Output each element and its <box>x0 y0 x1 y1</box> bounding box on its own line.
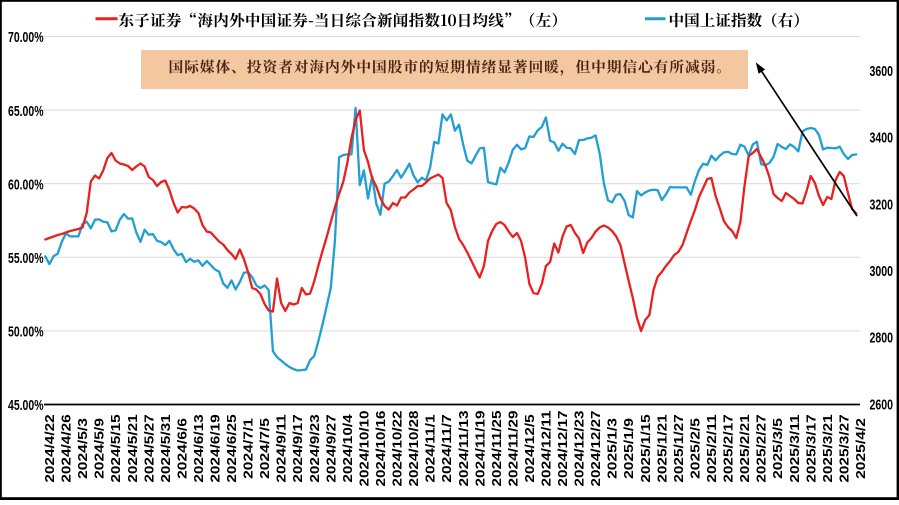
svg-text:2025/4/2: 2025/4/2 <box>853 418 868 479</box>
svg-text:2024/4/22: 2024/4/22 <box>42 414 57 482</box>
svg-text:2025/2/5: 2025/2/5 <box>688 418 703 479</box>
svg-text:2024/5/31: 2024/5/31 <box>158 414 173 482</box>
svg-text:2024/6/13: 2024/6/13 <box>191 414 206 482</box>
svg-text:2024/10/28: 2024/10/28 <box>406 411 421 487</box>
svg-text:3600: 3600 <box>870 64 894 80</box>
svg-text:2025/1/27: 2025/1/27 <box>671 414 686 482</box>
svg-text:2024/11/25: 2024/11/25 <box>489 411 504 487</box>
svg-text:2024/11/13: 2024/11/13 <box>456 411 471 487</box>
svg-text:2025/2/21: 2025/2/21 <box>737 414 752 482</box>
svg-text:2025/1/3: 2025/1/3 <box>605 418 620 479</box>
svg-text:2024/12/5: 2024/12/5 <box>522 414 537 482</box>
svg-text:2025/3/21: 2025/3/21 <box>820 414 835 482</box>
svg-text:2024/12/17: 2024/12/17 <box>555 411 570 487</box>
svg-text:2024/12/27: 2024/12/27 <box>588 411 603 487</box>
svg-text:2024/6/6: 2024/6/6 <box>174 418 189 479</box>
svg-text:70.00%: 70.00% <box>8 30 44 46</box>
svg-text:2024/9/23: 2024/9/23 <box>307 414 322 482</box>
svg-text:2024/10/10: 2024/10/10 <box>356 411 371 487</box>
svg-text:2024/10/22: 2024/10/22 <box>390 411 405 487</box>
svg-text:2025/1/21: 2025/1/21 <box>654 414 669 482</box>
svg-text:2800: 2800 <box>870 331 894 347</box>
svg-text:2024/9/11: 2024/9/11 <box>274 414 289 482</box>
svg-text:60.00%: 60.00% <box>8 177 44 193</box>
svg-text:2024/5/9: 2024/5/9 <box>92 418 107 479</box>
svg-text:2025/2/17: 2025/2/17 <box>721 414 736 482</box>
svg-text:2025/3/11: 2025/3/11 <box>787 414 802 482</box>
svg-text:2025/3/5: 2025/3/5 <box>770 418 785 479</box>
svg-text:2024/6/19: 2024/6/19 <box>208 414 223 482</box>
svg-text:2025/2/27: 2025/2/27 <box>754 414 769 482</box>
svg-text:2024/12/11: 2024/12/11 <box>539 411 554 487</box>
svg-text:2600: 2600 <box>870 397 894 413</box>
svg-text:2024/12/23: 2024/12/23 <box>572 411 587 487</box>
svg-text:55.00%: 55.00% <box>8 251 44 267</box>
svg-text:2024/4/26: 2024/4/26 <box>59 414 74 482</box>
svg-text:2024/10/16: 2024/10/16 <box>373 411 388 487</box>
svg-text:2025/3/17: 2025/3/17 <box>803 414 818 482</box>
svg-text:2024/10/4: 2024/10/4 <box>340 413 355 482</box>
svg-text:3400: 3400 <box>870 131 894 147</box>
svg-text:2024/7/1: 2024/7/1 <box>241 418 256 479</box>
svg-text:2024/11/19: 2024/11/19 <box>472 411 487 487</box>
svg-text:2024/11/7: 2024/11/7 <box>439 414 454 482</box>
svg-text:2024/9/27: 2024/9/27 <box>323 414 338 482</box>
svg-text:50.00%: 50.00% <box>8 325 44 341</box>
svg-text:2024/5/27: 2024/5/27 <box>141 414 156 482</box>
svg-text:2025/2/11: 2025/2/11 <box>704 414 719 482</box>
svg-text:2024/7/5: 2024/7/5 <box>257 418 272 479</box>
svg-text:2025/1/9: 2025/1/9 <box>621 418 636 479</box>
svg-text:2024/5/21: 2024/5/21 <box>125 414 140 482</box>
svg-text:2024/6/25: 2024/6/25 <box>224 414 239 482</box>
svg-text:2024/11/29: 2024/11/29 <box>505 411 520 487</box>
svg-text:65.00%: 65.00% <box>8 104 44 120</box>
svg-text:2024/9/17: 2024/9/17 <box>290 414 305 482</box>
svg-text:2025/3/27: 2025/3/27 <box>836 414 851 482</box>
svg-text:2024/11/1: 2024/11/1 <box>423 414 438 482</box>
svg-text:45.00%: 45.00% <box>8 398 44 414</box>
svg-text:3200: 3200 <box>870 197 894 213</box>
svg-text:2025/1/15: 2025/1/15 <box>638 414 653 482</box>
svg-text:2024/5/3: 2024/5/3 <box>75 418 90 479</box>
svg-text:2024/5/15: 2024/5/15 <box>108 414 123 482</box>
svg-text:3000: 3000 <box>870 264 894 280</box>
